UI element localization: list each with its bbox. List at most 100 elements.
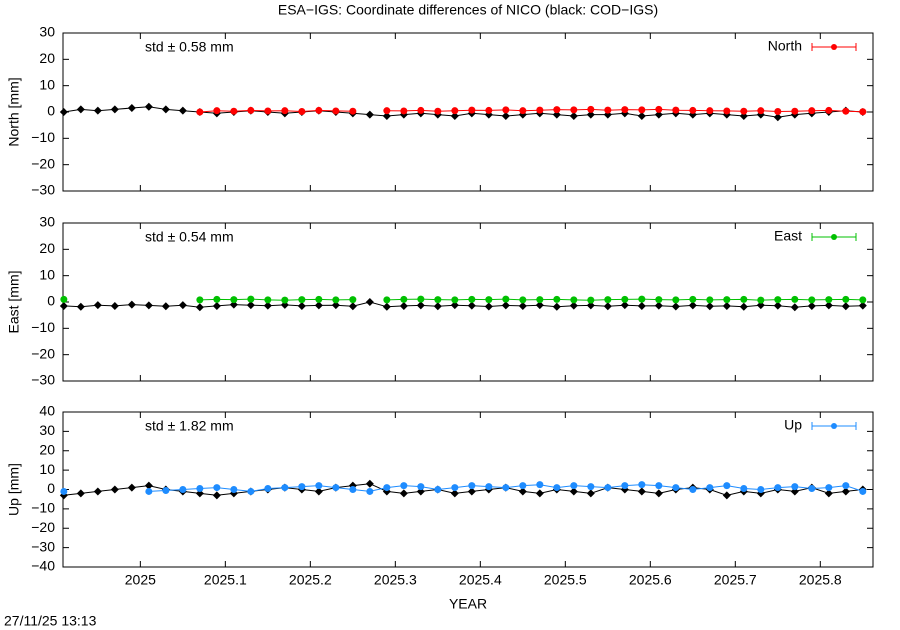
point	[349, 296, 357, 304]
point	[757, 486, 765, 493]
point	[705, 302, 714, 311]
point	[450, 489, 459, 498]
point	[706, 296, 714, 304]
y-tick-label: −30	[31, 538, 55, 554]
point	[638, 481, 646, 489]
annotation: std ± 0.54 mm	[145, 229, 234, 245]
point	[859, 487, 867, 495]
point	[859, 108, 867, 116]
point	[59, 301, 68, 310]
point	[212, 301, 221, 310]
legend-marker	[831, 234, 837, 240]
legend-label: Up	[784, 417, 802, 433]
point	[298, 107, 306, 115]
point	[552, 110, 561, 119]
point	[569, 111, 578, 120]
point	[807, 301, 816, 310]
point	[145, 487, 153, 495]
point	[467, 487, 476, 496]
point	[774, 296, 782, 304]
legend-marker	[831, 44, 837, 50]
point	[400, 482, 408, 490]
point	[672, 296, 680, 304]
point	[468, 482, 476, 490]
point	[553, 484, 561, 492]
legend-label: East	[774, 228, 802, 244]
y-tick-label: −20	[31, 519, 55, 535]
point	[144, 481, 153, 490]
point	[654, 301, 663, 310]
point	[365, 479, 374, 488]
point	[416, 301, 425, 310]
point	[247, 106, 255, 114]
point	[688, 301, 697, 310]
point	[502, 295, 510, 303]
point	[586, 301, 595, 310]
point	[417, 295, 425, 303]
point	[332, 484, 340, 492]
point	[467, 301, 476, 310]
point	[587, 105, 595, 113]
point	[757, 107, 765, 115]
point	[722, 491, 731, 500]
point	[638, 106, 646, 114]
point	[536, 481, 544, 489]
point	[93, 106, 102, 115]
point	[570, 482, 578, 490]
point	[264, 107, 272, 115]
point	[349, 486, 357, 493]
point	[740, 107, 748, 115]
point	[604, 106, 612, 114]
y-tick-label: 30	[39, 214, 55, 230]
point	[841, 302, 850, 311]
point	[400, 107, 408, 115]
point	[570, 106, 578, 114]
point	[399, 301, 408, 310]
point	[434, 486, 442, 493]
point	[297, 301, 306, 310]
x-tick-label: 2025.8	[799, 572, 842, 588]
annotation: std ± 0.58 mm	[145, 39, 234, 55]
point	[859, 296, 867, 304]
chart-title: ESA−IGS: Coordinate differences of NICO …	[278, 2, 658, 18]
point	[637, 301, 646, 310]
point	[162, 486, 170, 494]
point	[332, 107, 340, 115]
point	[672, 106, 680, 114]
timestamp: 27/11/25 13:13	[4, 613, 97, 629]
point	[161, 302, 170, 311]
point	[281, 107, 289, 115]
point	[93, 487, 102, 496]
point	[569, 301, 578, 310]
y-tick-label: −10	[31, 129, 55, 145]
y-tick-label: 20	[39, 441, 55, 457]
point	[536, 296, 544, 304]
point	[722, 301, 731, 310]
point	[230, 107, 238, 115]
x-tick-label: 2025.4	[459, 572, 502, 588]
point	[417, 483, 425, 491]
y-axis-label: East [mm]	[6, 270, 22, 333]
y-tick-label: −20	[31, 345, 55, 361]
point	[637, 487, 646, 496]
point	[706, 484, 714, 492]
point	[791, 295, 799, 303]
point	[281, 296, 289, 304]
point	[842, 107, 850, 115]
point	[485, 483, 493, 491]
y-tick-label: −30	[31, 182, 55, 198]
x-axis-label: YEAR	[449, 596, 487, 612]
point	[485, 106, 493, 114]
point	[247, 295, 255, 303]
point	[841, 487, 850, 496]
x-tick-label: 2025.1	[204, 572, 247, 588]
point	[400, 295, 408, 303]
point	[689, 486, 697, 493]
point	[723, 107, 731, 115]
point	[298, 296, 306, 304]
y-tick-label: 30	[39, 422, 55, 438]
point	[484, 302, 493, 311]
point	[195, 303, 204, 312]
point	[621, 482, 629, 490]
y-tick-label: 30	[39, 24, 55, 40]
